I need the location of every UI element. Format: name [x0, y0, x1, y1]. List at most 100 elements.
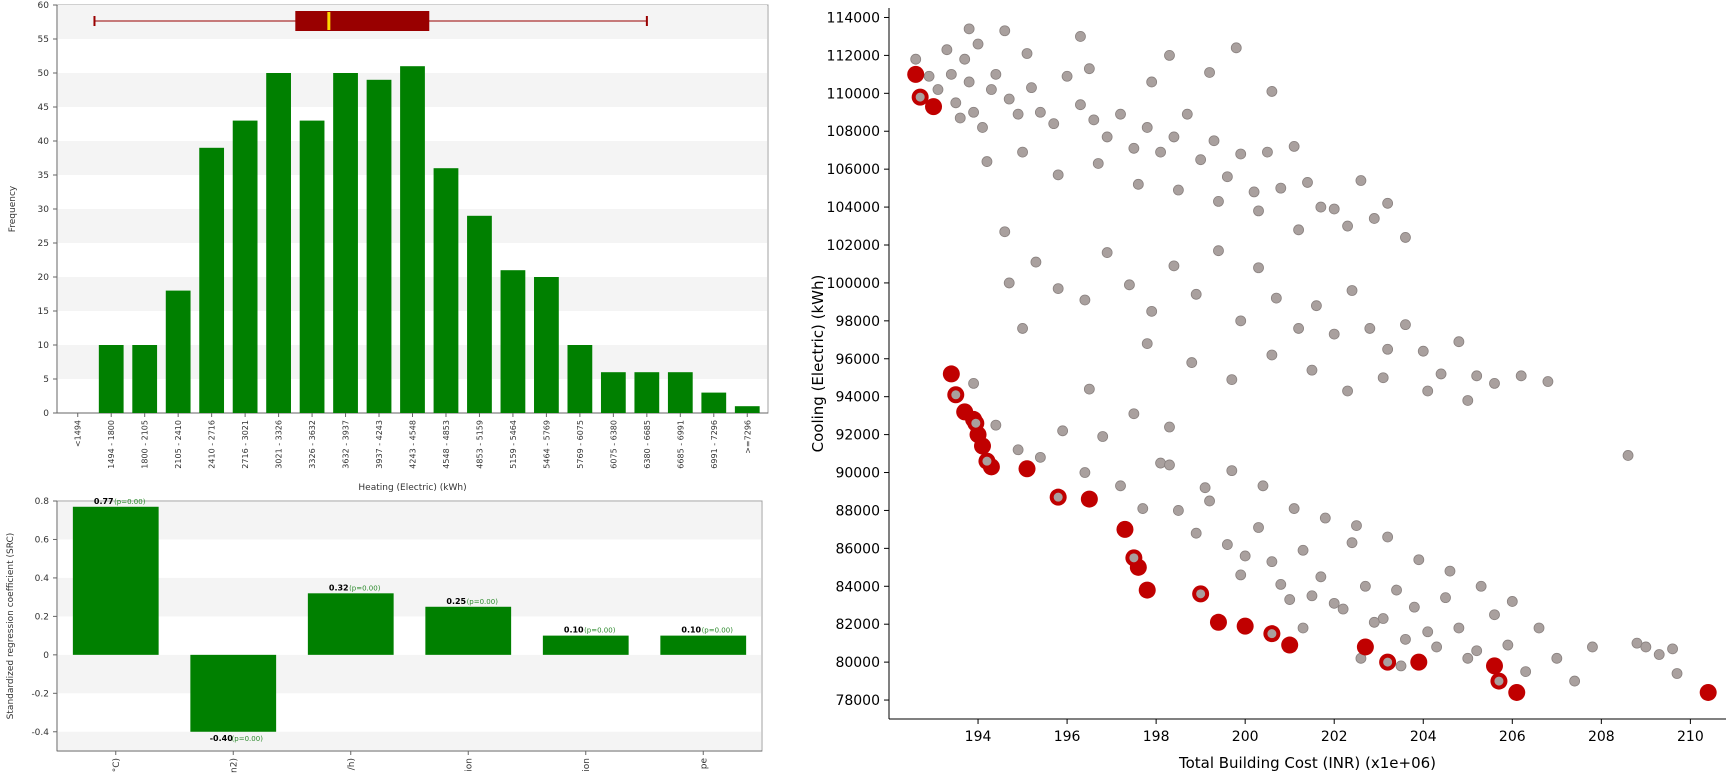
scatter-point [1266, 86, 1278, 97]
x-tick-label: 6991 - 7296 [710, 420, 719, 469]
scatter-point [1168, 260, 1180, 272]
scatter-point [1319, 512, 1331, 524]
scatter-point [1400, 319, 1411, 331]
pareto-point [942, 365, 960, 383]
scatter-point [1413, 554, 1425, 566]
histogram-bar [433, 168, 459, 413]
histogram-bar [266, 73, 291, 413]
scatter-point [1052, 283, 1064, 295]
scatter-point [990, 68, 1002, 80]
x-axis-title: Heating (Electric) (kWh) [358, 483, 466, 493]
scatter-point [1587, 641, 1598, 653]
scatter-point [1115, 108, 1126, 120]
y-tick-label: 35 [38, 171, 49, 181]
y-tick-label: 92000 [835, 428, 880, 444]
histogram-bar [98, 345, 124, 413]
scatter-point [1267, 629, 1277, 639]
x-tick-label: 4243 - 4548 [409, 420, 418, 469]
histogram-bar [400, 66, 425, 413]
scatter-point [1444, 565, 1456, 577]
y-tick-label: 20 [38, 273, 50, 283]
scatter-point [1471, 645, 1483, 657]
scatter-point [1400, 633, 1411, 645]
scatter-point [1489, 378, 1500, 389]
src-value-label: 0.10 [681, 626, 701, 635]
scatter-point [968, 106, 979, 118]
src-value-label: 0.32 [329, 583, 349, 592]
scatter-point [1079, 467, 1091, 478]
scatter-point [1061, 70, 1073, 82]
scatter-point [1266, 349, 1278, 361]
y-tick-label: 0.6 [35, 535, 50, 545]
scatter-point [945, 68, 957, 80]
y-tick-label: 112000 [827, 48, 880, 64]
scatter-point [1003, 93, 1015, 105]
y-tick-label: 108000 [827, 124, 880, 140]
src-bar [72, 506, 159, 655]
scatter-chart: 78000 80000 82000 84000 86000 88000 90000 92000… [809, 8, 1726, 772]
histogram-panel: 0 5 10 15 20 25 30 35 40 45 50 55 60 <1494 1494 - 1800… [0, 0, 780, 495]
scatter-point [1083, 383, 1095, 395]
boxplot-box [295, 11, 430, 31]
scatter-point [1164, 421, 1175, 433]
x-tick-label: 6075 - 6380 [609, 420, 618, 469]
scatter-point [1284, 594, 1296, 605]
y-tick-label: 40 [38, 137, 50, 147]
x-tick-label: 5159 - 5464 [509, 420, 518, 469]
scatter-point [1012, 444, 1024, 456]
src-bar [307, 593, 394, 655]
src-bar [190, 654, 277, 732]
scatter-point [1262, 146, 1273, 158]
pareto-point [1410, 653, 1428, 671]
y-tick-label: 60 [38, 1, 50, 11]
y-tick-label: 0.8 [35, 497, 50, 507]
x-tick-label: 1494 - 1800 [107, 420, 116, 469]
y-tick-label: 0.4 [35, 574, 50, 584]
scatter-point [1101, 131, 1113, 143]
scatter-point [941, 44, 953, 56]
y-tick-label: 25 [38, 239, 49, 249]
src-p-label: (p=0.00) [349, 584, 381, 592]
scatter-point [1622, 450, 1634, 461]
scatter-point [1204, 67, 1215, 78]
scatter-point [1164, 459, 1175, 471]
y-tick-label: 15 [38, 307, 49, 317]
src-bar [542, 635, 629, 655]
scatter-point [1453, 336, 1465, 348]
scatter-point [1382, 343, 1394, 355]
histogram-bar [534, 277, 559, 413]
scatter-point [1235, 148, 1247, 160]
scatter-point [1226, 374, 1238, 386]
scatter-point [1021, 48, 1033, 59]
src-bar [660, 635, 747, 655]
scatter-point [1306, 590, 1318, 602]
scatter-point [1141, 338, 1153, 349]
scatter-point [1208, 135, 1220, 147]
src-value-label: 0.10 [564, 626, 584, 635]
scatter-point [971, 418, 981, 428]
y-tick-label: 45 [38, 103, 49, 113]
src-value-label: 0.25 [446, 597, 466, 606]
x-tick-label: 3021 - 3326 [275, 420, 284, 469]
y-tick-label: 94000 [835, 390, 880, 406]
pareto-point [1080, 490, 1098, 508]
scatter-point [1034, 106, 1046, 118]
x-tick-label: <1494 [74, 420, 83, 447]
scatter-point [982, 456, 992, 466]
pareto-point [1129, 558, 1147, 576]
src-value-label: 0.77 [94, 497, 114, 506]
x-tick-label: 3937 - 4243 [375, 420, 384, 469]
scatter-point [1377, 613, 1389, 624]
scatter-point [1382, 197, 1394, 209]
scatter-point [1141, 122, 1153, 133]
y-tick-label: 30 [38, 205, 50, 215]
scatter-point [1653, 649, 1665, 660]
scatter-point [1422, 626, 1434, 638]
scatter-point [1253, 205, 1264, 217]
scatter-point [1026, 82, 1037, 94]
histogram-bar [634, 372, 660, 413]
scatter-point [1506, 596, 1518, 607]
y-tick-label: 0 [43, 651, 49, 661]
scatter-point [923, 70, 935, 82]
histogram-bar [600, 372, 626, 413]
